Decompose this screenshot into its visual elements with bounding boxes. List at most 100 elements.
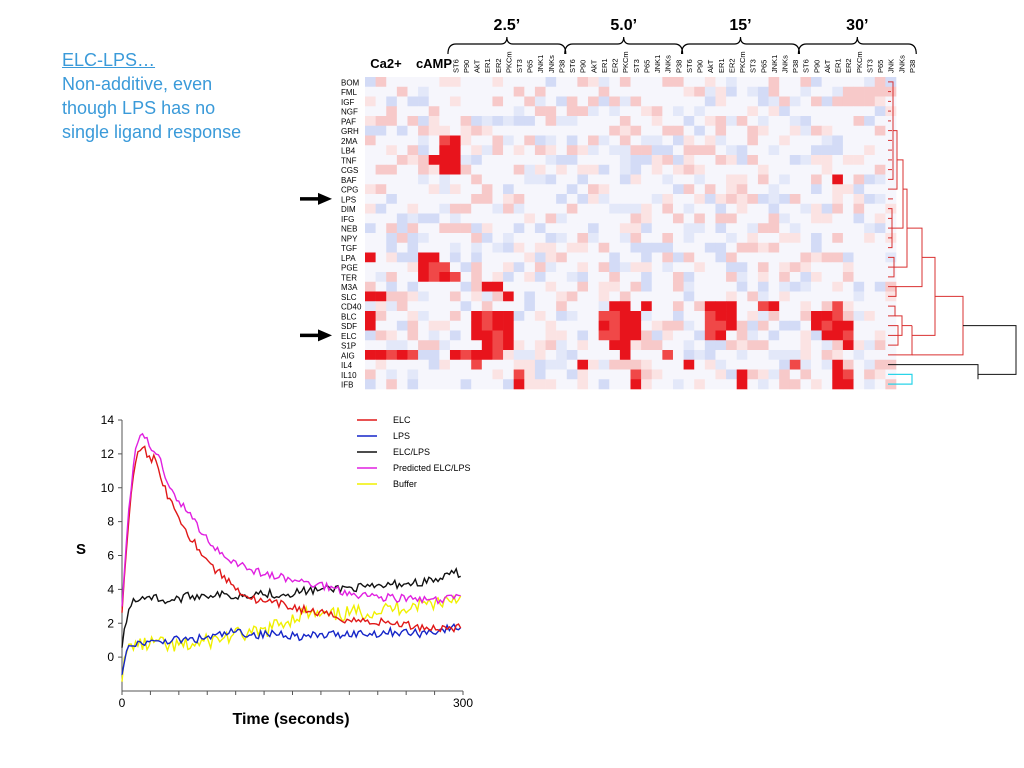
heatmap-cell — [471, 116, 483, 127]
heatmap-cell — [683, 340, 695, 351]
heatmap-cell — [503, 330, 514, 341]
heatmap-cell — [811, 242, 822, 253]
heatmap-cell — [874, 96, 886, 107]
heatmap-cell — [471, 320, 483, 331]
heatmap-cell — [811, 223, 822, 234]
heatmap-cell — [832, 184, 844, 195]
heatmap-cell — [662, 155, 674, 166]
heatmap-cell — [672, 203, 684, 214]
heatmap-cell — [503, 281, 514, 292]
heatmap-cell — [524, 281, 536, 292]
heatmap-cell — [832, 340, 844, 351]
heatmap-cell — [503, 340, 514, 351]
heatmap-cell — [683, 233, 695, 244]
heatmap-cell — [619, 155, 631, 166]
heatmap-cell — [683, 330, 695, 341]
heatmap-cell — [842, 77, 854, 88]
heatmap-cell — [588, 96, 599, 107]
heatmap-cell — [428, 272, 440, 283]
heatmap-cell — [418, 252, 430, 263]
heatmap-cell — [503, 125, 514, 136]
heatmap-cell — [747, 77, 759, 88]
heatmap-cell — [800, 145, 812, 156]
heatmap-cell — [832, 125, 844, 136]
heatmap-cell — [683, 350, 695, 361]
heatmap-cell — [524, 301, 536, 312]
heatmap-cell — [534, 223, 546, 234]
heatmap-cell — [428, 233, 440, 244]
heatmap-cell — [375, 77, 387, 88]
heatmap-cell — [588, 320, 599, 331]
heatmap-cell — [832, 77, 844, 88]
heatmap-cell — [609, 135, 621, 146]
heatmap-cell — [609, 242, 621, 253]
heatmap-cell — [641, 145, 653, 156]
heatmap-cell — [853, 311, 865, 322]
heatmap-cell — [524, 242, 536, 253]
heatmap-cell — [619, 350, 631, 361]
heatmap-cell — [407, 252, 419, 263]
heatmap-cell — [619, 86, 631, 97]
heatmap-cell — [513, 155, 525, 166]
heatmap-cell — [386, 340, 398, 351]
heatmap-cell — [534, 184, 546, 195]
heatmap-cell — [545, 203, 557, 214]
heatmap-cell — [375, 184, 387, 195]
heatmap-cell — [439, 252, 451, 263]
heatmap-cell — [471, 262, 483, 273]
heatmap-cell — [375, 203, 387, 214]
heatmap-cell — [418, 96, 430, 107]
heatmap-cell — [386, 77, 398, 88]
heatmap-cell — [683, 272, 695, 283]
heatmap-cell — [811, 262, 822, 273]
heatmap-cell — [641, 350, 653, 361]
heatmap-cell — [513, 262, 525, 273]
heatmap-cell — [609, 330, 621, 341]
heatmap-cell — [672, 311, 684, 322]
heatmap-cell — [449, 77, 461, 88]
heatmap-cell — [460, 340, 472, 351]
heatmap-cell — [545, 359, 557, 370]
caption-title[interactable]: ELC-LPS… — [62, 50, 156, 70]
heatmap-cell — [556, 194, 568, 205]
heatmap-cell — [704, 145, 716, 156]
heatmap-cell — [588, 155, 599, 166]
heatmap-cell — [386, 301, 398, 312]
heatmap-cell — [694, 320, 706, 331]
heatmap-cell — [842, 174, 854, 185]
heatmap-cell — [492, 194, 504, 205]
heatmap-cell — [683, 155, 695, 166]
heatmap-cell — [662, 96, 674, 107]
column-label: JNK1 — [770, 55, 779, 73]
heatmap-cell — [407, 301, 419, 312]
heatmap-cell — [534, 369, 546, 380]
heatmap-cell — [598, 184, 610, 195]
heatmap-cell — [853, 135, 865, 146]
dendrogram-root — [963, 325, 1017, 375]
heatmap-cell — [396, 116, 408, 127]
heatmap-cell — [598, 106, 610, 117]
heatmap-cell — [704, 164, 716, 175]
heatmap-cell — [577, 125, 589, 136]
heatmap-cell — [821, 291, 833, 302]
y-tick-label: 6 — [107, 549, 114, 563]
heatmap-cell — [513, 233, 525, 244]
heatmap-cell — [428, 350, 440, 361]
heatmap-cell — [534, 262, 546, 273]
heatmap-cell — [736, 252, 748, 263]
heatmap-cell — [630, 311, 642, 322]
heatmap-cell — [556, 145, 568, 156]
heatmap-cell — [630, 77, 642, 88]
row-label: GRH — [341, 127, 359, 136]
heatmap-cell — [513, 379, 525, 390]
time-bracket — [564, 36, 684, 55]
heatmap-cell — [853, 164, 865, 175]
heatmap-cell — [651, 125, 663, 136]
heatmap-cell — [757, 145, 769, 156]
heatmap-cell — [556, 281, 568, 292]
heatmap-cell — [619, 96, 631, 107]
heatmap-cell — [726, 369, 737, 380]
heatmap-cell — [439, 86, 451, 97]
heatmap-cell — [524, 116, 536, 127]
heatmap-cell — [503, 320, 514, 331]
